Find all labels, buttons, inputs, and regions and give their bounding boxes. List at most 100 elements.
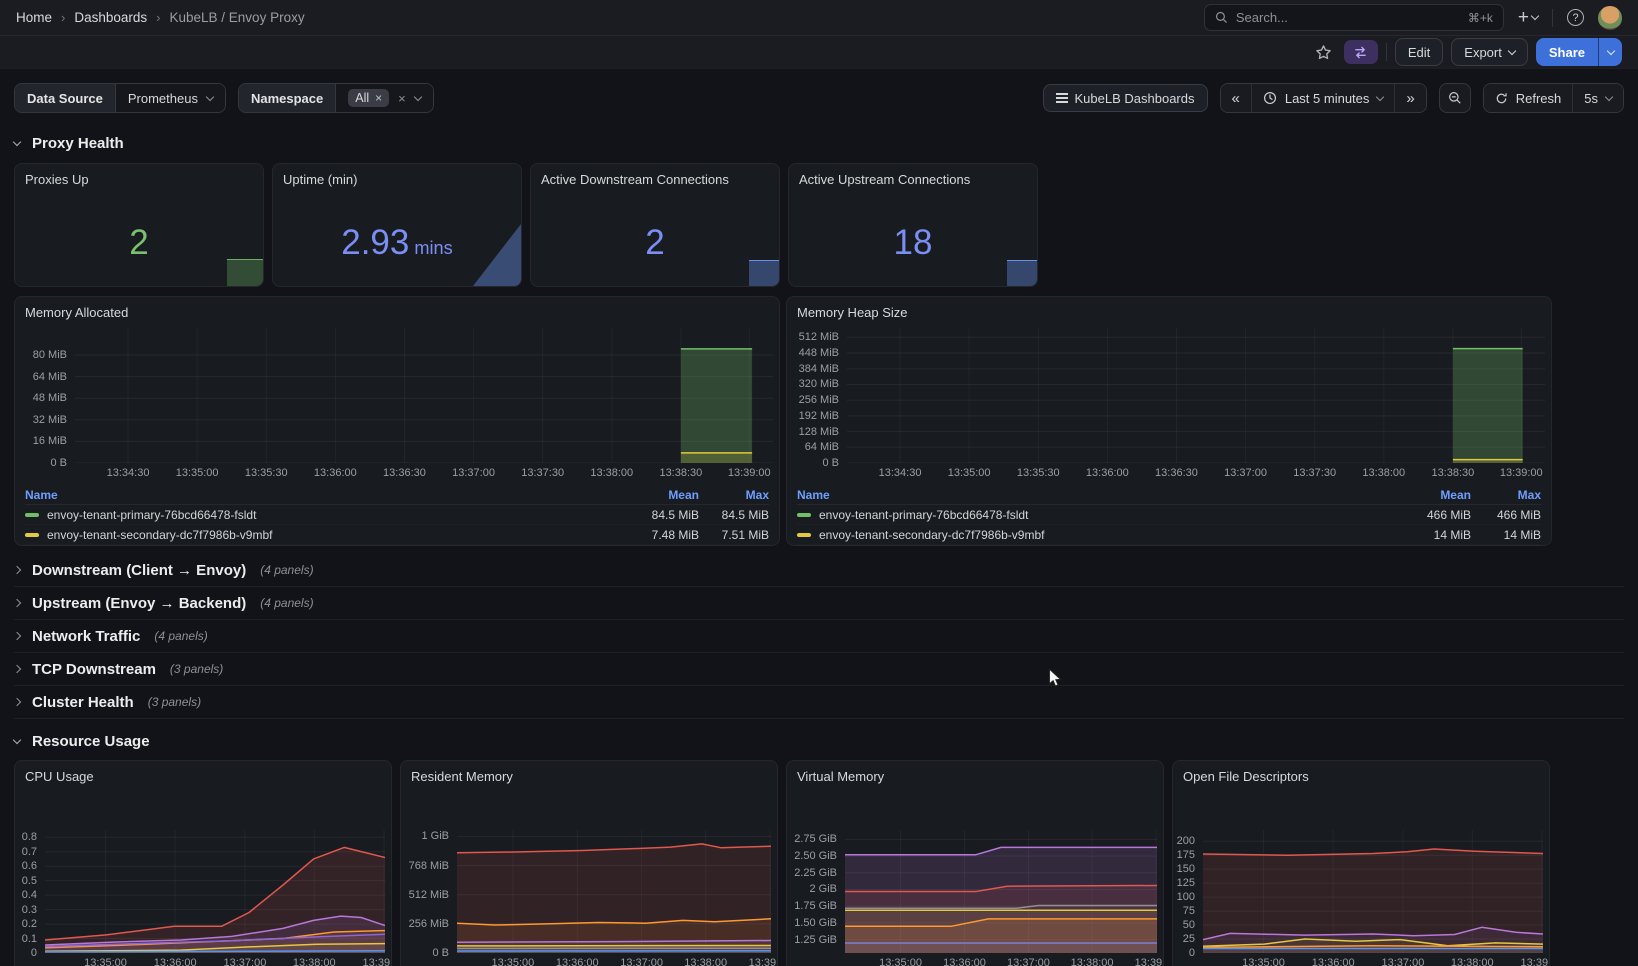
zoom-out-icon (1448, 91, 1462, 105)
chevron-right-icon (13, 566, 21, 574)
star-icon (1315, 44, 1332, 61)
panel-memory-heap-size: Memory Heap Size 512 MiB448 MiB384 MiB32… (786, 296, 1552, 546)
chevron-down-icon (13, 137, 21, 145)
chevron-down-icon (206, 92, 214, 100)
panel-title[interactable]: Memory Allocated (15, 297, 779, 320)
chevron-down-icon (13, 735, 21, 743)
legend-series[interactable]: envoy-tenant-secondary-dc7f7986b-v9mbf (25, 528, 619, 542)
legend-header-mean[interactable]: Mean (619, 488, 699, 502)
panel-count: (3 panels) (148, 695, 201, 709)
timeseries-chart[interactable]: 512 MiB448 MiB384 MiB320 MiB256 MiB192 M… (787, 326, 1551, 483)
legend-header: Name Mean Max (797, 485, 1541, 505)
panel-title[interactable]: CPU Usage (15, 761, 391, 784)
legend-header-max[interactable]: Max (699, 488, 769, 502)
search-icon (1215, 11, 1228, 24)
legend-max: 466 MiB (1471, 508, 1541, 522)
timeseries-chart[interactable]: 2.75 GiB2.50 GiB2.25 GiB2 GiB1.75 GiB1.5… (787, 828, 1163, 966)
legend-header-max[interactable]: Max (1471, 488, 1541, 502)
edit-button[interactable]: Edit (1395, 38, 1443, 66)
sparkline (749, 260, 779, 286)
dashboard-actions-bar: Edit Export Share (0, 36, 1638, 69)
legend-series[interactable]: envoy-tenant-primary-76bcd66478-fsldt (797, 508, 1391, 522)
sparkline (1007, 260, 1037, 286)
topnav-actions: Search... ⌘+k + ? (1204, 4, 1622, 31)
refresh-icon (1495, 92, 1508, 105)
section-resource-usage[interactable]: Resource Usage (14, 729, 1624, 753)
timeseries-chart[interactable]: 200175150125100755025013:35:0013:36:0013… (1173, 828, 1549, 966)
chevron-right-icon (13, 632, 21, 640)
panel-title[interactable]: Memory Heap Size (787, 297, 1551, 320)
shared-dashboard-button[interactable] (1344, 40, 1378, 64)
dashboard-controls: Data Source Prometheus Namespace All × × (14, 83, 1624, 113)
help-button[interactable]: ? (1563, 5, 1588, 31)
section-downstream-client-envoy[interactable]: Downstream (Client → Envoy) (4 panels) (14, 554, 1624, 587)
legend-header: Name Mean Max (25, 485, 769, 505)
panel-count: (4 panels) (260, 596, 313, 610)
panel-title[interactable]: Resident Memory (401, 761, 777, 784)
panel-active-upstream-connections: Active Upstream Connections 18 (788, 163, 1038, 287)
legend-series[interactable]: envoy-tenant-primary-76bcd66478-fsldt (25, 508, 619, 522)
chevron-down-icon (414, 92, 422, 100)
add-new-button[interactable]: + (1514, 5, 1542, 31)
zoom-out-button[interactable] (1439, 83, 1471, 113)
clear-icon[interactable]: × (398, 91, 406, 106)
panel-title[interactable]: Virtual Memory (787, 761, 1163, 784)
avatar[interactable] (1598, 6, 1622, 30)
section-tcp-downstream[interactable]: TCP Downstream (3 panels) (14, 653, 1624, 686)
section-proxy-health[interactable]: Proxy Health (14, 131, 1624, 155)
panel-title[interactable]: Uptime (min) (273, 164, 521, 187)
panel-title[interactable]: Active Downstream Connections (531, 164, 779, 187)
legend-mean: 7.48 MiB (619, 528, 699, 542)
breadcrumb-home[interactable]: Home (16, 10, 52, 25)
refresh-interval-button[interactable]: 5s (1572, 84, 1623, 112)
export-button[interactable]: Export (1451, 38, 1528, 66)
clock-icon (1263, 91, 1277, 105)
panel-count: (3 panels) (170, 662, 223, 676)
chevron-right-icon (13, 698, 21, 706)
namespace-chip[interactable]: All × (348, 89, 389, 107)
section-cluster-health[interactable]: Cluster Health (3 panels) (14, 686, 1624, 719)
breadcrumb-dashboards[interactable]: Dashboards (74, 10, 147, 25)
share-button[interactable]: Share (1536, 38, 1598, 66)
swap-arrows-icon (1353, 46, 1368, 59)
timeseries-chart[interactable]: 1 GiB768 MiB512 MiB256 MiB0 B13:35:0013:… (401, 828, 777, 966)
close-icon[interactable]: × (375, 91, 382, 105)
time-range-button[interactable]: Last 5 minutes (1251, 84, 1395, 112)
timeseries-chart[interactable]: 0.80.70.60.50.40.30.20.1013:35:0013:36:0… (15, 828, 391, 966)
legend-header-name[interactable]: Name (797, 488, 1391, 502)
legend-header-mean[interactable]: Mean (1391, 488, 1471, 502)
namespace-value[interactable]: All × × (335, 84, 433, 112)
share-menu-button[interactable] (1598, 38, 1622, 66)
search-input[interactable]: Search... ⌘+k (1204, 4, 1504, 31)
legend-max: 14 MiB (1471, 528, 1541, 542)
section-upstream-envoy-backend[interactable]: Upstream (Envoy → Backend) (4 panels) (14, 587, 1624, 620)
section-network-traffic[interactable]: Network Traffic (4 panels) (14, 620, 1624, 653)
legend-row: envoy-tenant-secondary-dc7f7986b-v9mbf 7… (25, 525, 769, 545)
star-button[interactable] (1311, 40, 1336, 65)
series-color-marker (25, 533, 39, 537)
chevrons-right-icon: » (1406, 90, 1414, 107)
panel-resident-memory: Resident Memory 1 GiB768 MiB512 MiB256 M… (400, 760, 778, 966)
panel-title[interactable]: Proxies Up (15, 164, 263, 187)
panel-title[interactable]: Active Upstream Connections (789, 164, 1037, 187)
legend-header-name[interactable]: Name (25, 488, 619, 502)
series-color-marker (25, 513, 39, 517)
datasource-picker[interactable]: Data Source Prometheus (14, 83, 226, 113)
namespace-picker[interactable]: Namespace All × × (238, 83, 434, 113)
panel-count: (4 panels) (260, 563, 313, 577)
panel-title[interactable]: Open File Descriptors (1173, 761, 1549, 784)
legend-row: envoy-tenant-primary-76bcd66478-fsldt 46… (797, 505, 1541, 525)
legend-row: envoy-tenant-primary-76bcd66478-fsldt 84… (25, 505, 769, 525)
datasource-value[interactable]: Prometheus (115, 84, 225, 112)
refresh-button[interactable]: Refresh (1484, 84, 1573, 112)
chevron-right-icon (13, 599, 21, 607)
legend-row: envoy-tenant-secondary-dc7f7986b-v9mbf 1… (797, 525, 1541, 545)
legend: Name Mean Max envoy-tenant-primary-76bcd… (787, 483, 1551, 545)
time-shift-forward-button[interactable]: » (1394, 84, 1425, 112)
kubelb-dashboards-button[interactable]: KubeLB Dashboards (1043, 84, 1208, 112)
legend-series[interactable]: envoy-tenant-secondary-dc7f7986b-v9mbf (797, 528, 1391, 542)
timeseries-chart[interactable]: 80 MiB64 MiB48 MiB32 MiB16 MiB0 B13:34:3… (15, 326, 779, 483)
time-shift-back-button[interactable]: « (1221, 84, 1251, 112)
section-title: Proxy Health (32, 135, 124, 152)
namespace-label: Namespace (239, 84, 335, 112)
